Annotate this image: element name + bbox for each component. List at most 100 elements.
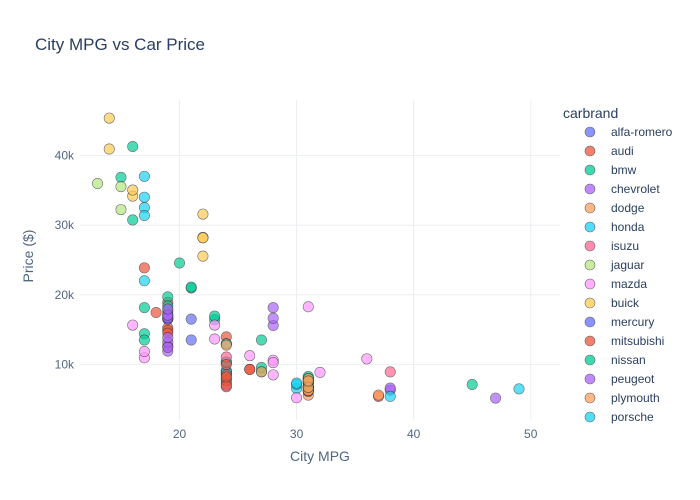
legend-item-mazda[interactable]: mazda <box>584 277 647 291</box>
data-point[interactable] <box>174 257 186 269</box>
legend-marker <box>584 145 596 157</box>
data-point[interactable] <box>162 331 174 343</box>
data-point[interactable] <box>127 214 139 226</box>
data-point[interactable] <box>185 281 197 293</box>
series-porsche <box>138 170 150 287</box>
data-point[interactable] <box>384 366 396 378</box>
legend-item-mitsubishi[interactable]: mitsubishi <box>584 334 664 348</box>
data-point[interactable] <box>302 375 314 387</box>
data-point[interactable] <box>267 369 279 381</box>
data-point[interactable] <box>127 184 139 196</box>
legend-item-jaguar[interactable]: jaguar <box>584 258 644 272</box>
data-point[interactable] <box>197 232 209 244</box>
data-point[interactable] <box>490 392 502 404</box>
legend-item-isuzu[interactable]: isuzu <box>584 239 639 253</box>
legend-item-bmw[interactable]: bmw <box>584 163 637 177</box>
legend-label: alfa-romero <box>611 125 673 139</box>
legend-item-buick[interactable]: buick <box>584 296 640 310</box>
data-point[interactable] <box>127 141 139 153</box>
data-point[interactable] <box>138 346 150 358</box>
data-point[interactable] <box>115 181 127 193</box>
data-point[interactable] <box>138 275 150 287</box>
legend-label: honda <box>611 220 645 234</box>
data-point[interactable] <box>115 204 127 216</box>
data-point[interactable] <box>267 357 279 369</box>
data-point[interactable] <box>361 353 373 365</box>
data-point[interactable] <box>267 312 279 324</box>
x-gridlines <box>179 100 532 420</box>
data-points <box>92 112 525 404</box>
legend-label: audi <box>611 144 634 158</box>
data-point[interactable] <box>138 209 150 221</box>
legend-item-nissan[interactable]: nissan <box>584 353 646 367</box>
data-point[interactable] <box>244 350 256 362</box>
data-point[interactable] <box>255 334 267 346</box>
y-axis-title: Price ($) <box>20 230 36 283</box>
data-point[interactable] <box>220 359 232 371</box>
legend-item-plymouth[interactable]: plymouth <box>584 391 660 405</box>
legend-item-dodge[interactable]: dodge <box>584 201 645 215</box>
data-point[interactable] <box>209 319 221 331</box>
data-point[interactable] <box>384 390 396 402</box>
data-point[interactable] <box>291 377 303 389</box>
data-point[interactable] <box>138 170 150 182</box>
data-point[interactable] <box>513 383 525 395</box>
x-axis-title: City MPG <box>290 448 350 464</box>
data-point[interactable] <box>127 319 139 331</box>
data-point[interactable] <box>291 392 303 404</box>
x-tick-label: 30 <box>290 427 304 441</box>
x-tick-label: 50 <box>524 427 538 441</box>
legend-marker <box>584 240 596 252</box>
legend-marker <box>584 373 596 385</box>
legend-item-chevrolet[interactable]: chevrolet <box>584 182 660 196</box>
data-point[interactable] <box>138 302 150 314</box>
data-point[interactable] <box>162 303 174 315</box>
data-point[interactable] <box>220 371 232 383</box>
legend-marker <box>584 221 596 233</box>
legend-item-peugeot[interactable]: peugeot <box>584 372 655 386</box>
data-point[interactable] <box>115 171 127 183</box>
legend-item-mercury[interactable]: mercury <box>584 315 654 329</box>
legend-label: dodge <box>611 201 645 215</box>
data-point[interactable] <box>244 363 256 375</box>
data-point[interactable] <box>314 366 326 378</box>
legend-item-alfa-romero[interactable]: alfa-romero <box>584 125 673 139</box>
data-point[interactable] <box>150 307 162 319</box>
legend-label: bmw <box>611 163 637 177</box>
legend-label: peugeot <box>611 372 655 386</box>
data-point[interactable] <box>162 341 174 353</box>
data-point[interactable] <box>103 143 115 155</box>
legend-label: jaguar <box>610 258 644 272</box>
legend-label: porsche <box>611 410 654 424</box>
data-point[interactable] <box>220 339 232 351</box>
y-tick-label: 40k <box>55 149 75 163</box>
legend-item-audi[interactable]: audi <box>584 144 634 158</box>
data-point[interactable] <box>185 334 197 346</box>
data-point[interactable] <box>197 208 209 220</box>
data-point[interactable] <box>185 313 197 325</box>
legend-marker <box>584 411 596 423</box>
data-point[interactable] <box>267 302 279 314</box>
legend-item-porsche[interactable]: porsche <box>584 410 654 424</box>
data-point[interactable] <box>138 334 150 346</box>
legend-marker <box>584 297 596 309</box>
legend[interactable]: alfa-romero audi bmw chevrolet dodge honda isu… <box>584 125 673 424</box>
data-point[interactable] <box>138 191 150 203</box>
data-point[interactable] <box>255 366 267 378</box>
data-point[interactable] <box>466 379 478 391</box>
data-point[interactable] <box>373 389 385 401</box>
data-point[interactable] <box>302 301 314 313</box>
legend-marker <box>584 392 596 404</box>
legend-label: chevrolet <box>611 182 660 196</box>
data-point[interactable] <box>209 333 221 345</box>
data-point[interactable] <box>138 262 150 274</box>
data-point[interactable] <box>197 250 209 262</box>
x-tick-labels: 20 30 40 50 <box>173 427 538 441</box>
data-point[interactable] <box>92 177 104 189</box>
legend-marker <box>584 354 596 366</box>
legend-label: mercury <box>611 315 654 329</box>
data-point[interactable] <box>103 112 115 124</box>
legend-item-honda[interactable]: honda <box>584 220 645 234</box>
series-peugeot <box>162 302 279 357</box>
